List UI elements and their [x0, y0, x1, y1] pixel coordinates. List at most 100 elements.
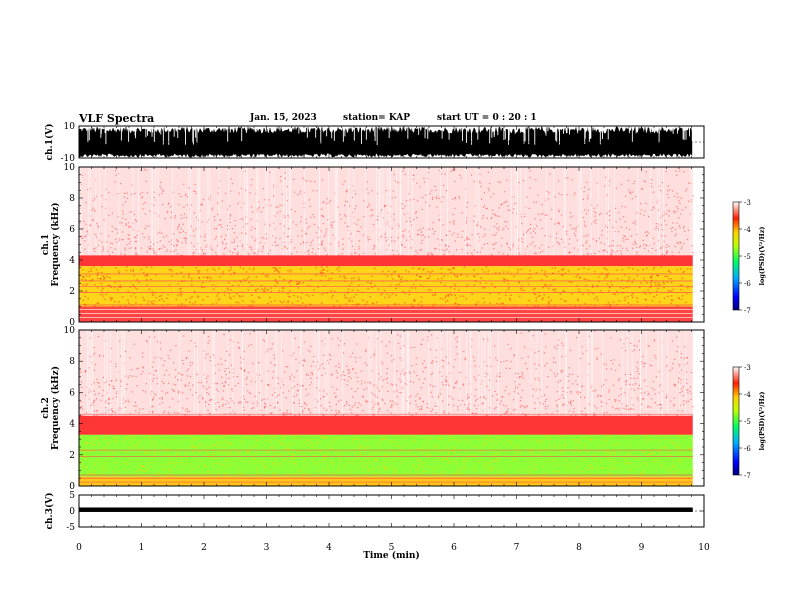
band-speck — [252, 455, 255, 457]
noise-speck — [115, 396, 118, 398]
band-speck — [561, 268, 564, 271]
band-speck — [226, 475, 229, 477]
noise-speck — [681, 209, 683, 211]
band-speck — [560, 451, 563, 453]
noise-speck — [355, 193, 357, 195]
noise-speck — [346, 401, 348, 403]
band-speck — [260, 285, 263, 287]
noise-speck — [225, 234, 227, 236]
noise-speck — [444, 250, 446, 252]
noise-speck — [286, 409, 288, 412]
noise-speck — [337, 400, 339, 402]
noise-speck — [457, 406, 459, 408]
band-speck — [587, 268, 590, 270]
noise-speck — [185, 232, 187, 234]
noise-speck — [636, 377, 639, 379]
noise-speck — [402, 230, 404, 232]
noise-speck — [494, 390, 496, 393]
noise-speck — [251, 236, 253, 238]
band-speck — [502, 278, 505, 280]
noise-speck — [603, 363, 605, 365]
noise-speck — [273, 184, 275, 186]
band-speck — [636, 297, 638, 299]
noise-speck — [216, 383, 219, 385]
noise-speck — [619, 218, 621, 220]
band-speck — [114, 437, 116, 439]
noise-speck — [310, 365, 313, 367]
noise-speck — [544, 394, 546, 396]
band-speck — [541, 279, 543, 281]
band-speck — [206, 277, 209, 279]
noise-speck — [556, 404, 558, 406]
noise-speck — [538, 350, 540, 353]
band-speck — [542, 440, 545, 443]
band-speck — [479, 282, 482, 284]
noise-speck — [103, 381, 105, 384]
band-speck — [143, 299, 145, 301]
band-speck — [153, 303, 155, 305]
noise-speck — [303, 207, 305, 209]
noise-speck — [691, 415, 693, 417]
band-speck — [378, 465, 380, 468]
band-speck — [136, 279, 138, 281]
band-speck — [374, 285, 376, 287]
noise-speck — [195, 216, 198, 219]
band-speck — [453, 446, 456, 449]
noise-speck — [572, 400, 574, 402]
noise-speck — [183, 183, 185, 185]
band-speck — [228, 452, 231, 454]
noise-speck — [676, 336, 678, 338]
band-speck — [266, 289, 269, 291]
band-speck — [151, 302, 153, 305]
noise-speck — [593, 405, 596, 407]
noise-speck — [395, 384, 397, 386]
noise-speck — [408, 371, 410, 373]
noise-speck — [495, 242, 497, 244]
band-speck — [122, 439, 124, 442]
noise-speck — [667, 209, 669, 212]
noise-speck — [410, 247, 412, 249]
band-speck — [575, 276, 577, 278]
band-speck — [106, 275, 108, 278]
band-speck — [256, 468, 258, 470]
band-speck — [279, 276, 281, 278]
band-speck — [256, 440, 258, 442]
noise-speck — [671, 190, 674, 192]
noise-speck — [270, 362, 272, 364]
noise-speck — [206, 381, 208, 383]
noise-speck — [676, 222, 678, 224]
noise-speck — [323, 367, 325, 369]
noise-speck — [129, 375, 131, 377]
noise-speck — [148, 248, 150, 250]
noise-speck — [612, 384, 615, 386]
band-speck — [579, 442, 581, 444]
noise-speck — [632, 222, 634, 224]
noise-speck — [533, 363, 536, 365]
band-speck — [218, 472, 220, 474]
band-speck — [653, 452, 655, 454]
band-speck — [331, 448, 333, 450]
band-speck — [197, 446, 199, 448]
band-speck — [135, 302, 137, 304]
noise-speck — [690, 393, 693, 395]
noise-speck — [676, 241, 678, 243]
band-speck — [88, 271, 90, 273]
band-speck — [93, 473, 95, 475]
noise-speck — [687, 200, 690, 202]
noise-speck — [446, 380, 448, 382]
band-speck — [326, 436, 328, 438]
noise-speck — [641, 187, 643, 190]
noise-speck — [581, 346, 583, 348]
noise-speck — [423, 177, 425, 179]
noise-speck — [296, 370, 298, 372]
noise-speck — [496, 227, 498, 230]
band-speck — [148, 437, 150, 439]
band-speck — [95, 269, 98, 271]
noise-speck — [214, 219, 216, 221]
noise-speck — [660, 404, 662, 406]
band-speck — [653, 266, 656, 269]
noise-speck — [666, 394, 668, 396]
noise-speck — [436, 206, 438, 208]
noise-speck — [438, 219, 440, 221]
noise-speck — [665, 204, 667, 206]
